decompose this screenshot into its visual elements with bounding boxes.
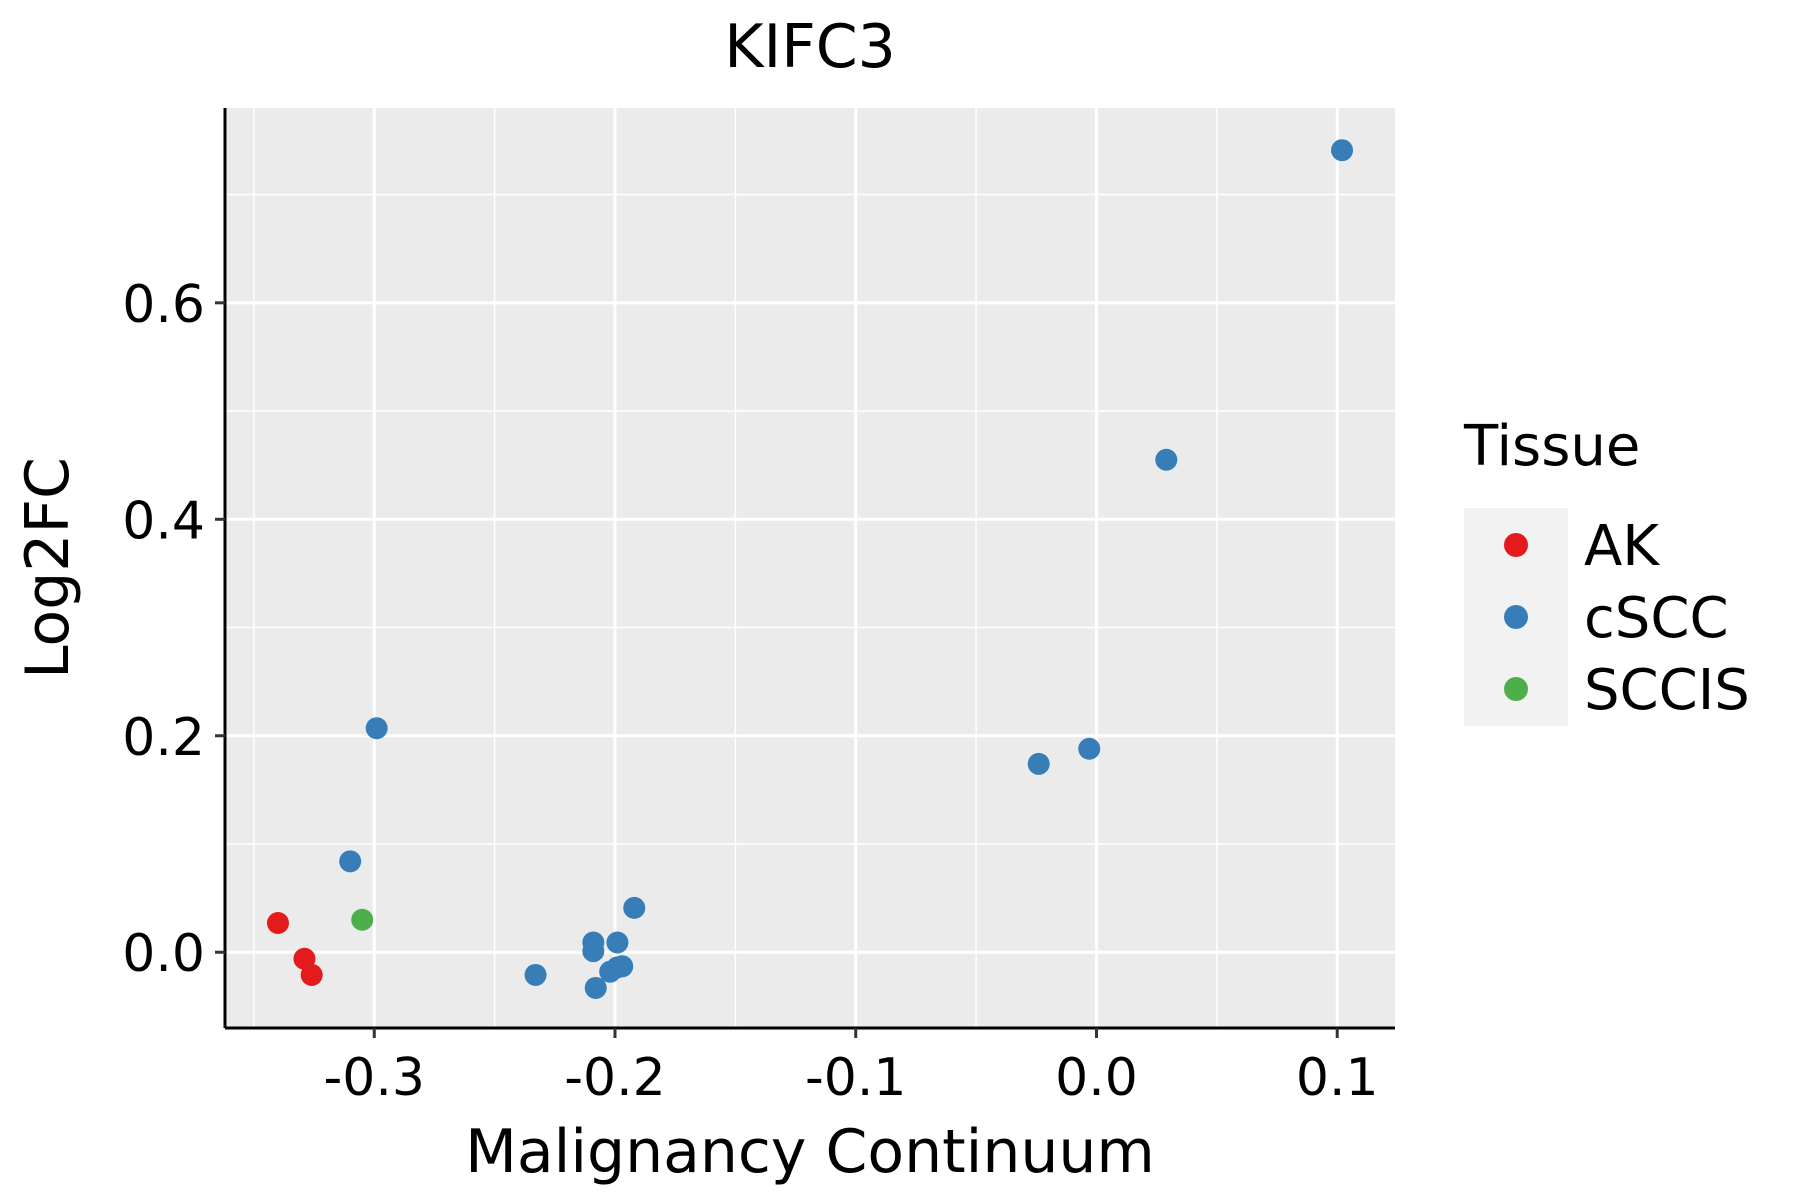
point-cscc: [611, 955, 634, 978]
point-cscc: [606, 931, 629, 954]
x-axis-ticks: -0.3 -0.2 -0.1 0.0 0.1: [324, 1028, 1379, 1108]
data-points: [266, 139, 1354, 999]
point-cscc: [365, 717, 388, 740]
point-sccis: [351, 908, 374, 931]
legend-key-ak: [1504, 533, 1528, 557]
point-cscc: [1155, 448, 1178, 471]
x-tick-label: 0.1: [1296, 1048, 1379, 1108]
axes: -0.3 -0.2 -0.1 0.0 0.1 0.0 0.2 0.4 0.6: [122, 108, 1395, 1108]
x-tick-label: 0.0: [1055, 1048, 1138, 1108]
chart-title: KIFC3: [724, 12, 896, 82]
point-cscc: [339, 850, 362, 873]
legend-key-cscc: [1504, 605, 1528, 629]
legend-title: Tissue: [1463, 414, 1640, 479]
point-cscc: [1027, 752, 1050, 775]
x-tick-label: -0.1: [805, 1048, 906, 1108]
point-cscc: [1331, 139, 1354, 162]
legend-items: AK cSCC SCCIS: [1504, 514, 1750, 723]
x-tick-label: -0.2: [564, 1048, 665, 1108]
plot-panel: [225, 108, 1395, 1028]
point-cscc: [584, 976, 607, 999]
legend: Tissue AK cSCC SCCIS: [1463, 414, 1750, 726]
y-tick-label: 0.0: [122, 924, 205, 984]
legend-label-ak: AK: [1584, 514, 1660, 579]
y-tick-label: 0.6: [122, 275, 205, 335]
x-tick-label: -0.3: [324, 1048, 425, 1108]
grid-lines: [225, 108, 1395, 1028]
y-axis-ticks: 0.0 0.2 0.4 0.6: [122, 275, 225, 984]
point-ak: [300, 963, 323, 986]
point-cscc: [1078, 737, 1101, 760]
point-cscc: [623, 896, 646, 919]
point-ak: [266, 912, 289, 935]
point-cscc: [524, 963, 547, 986]
plot-background: [225, 108, 1395, 1028]
y-axis-title: Log2FC: [13, 457, 83, 679]
legend-label-sccis: SCCIS: [1584, 658, 1750, 723]
y-tick-label: 0.4: [122, 491, 205, 551]
x-axis-title: Malignancy Continuum: [465, 1117, 1155, 1187]
point-cscc: [582, 940, 605, 963]
legend-key-sccis: [1504, 677, 1528, 701]
y-tick-label: 0.2: [122, 708, 205, 768]
legend-label-cscc: cSCC: [1584, 586, 1729, 651]
